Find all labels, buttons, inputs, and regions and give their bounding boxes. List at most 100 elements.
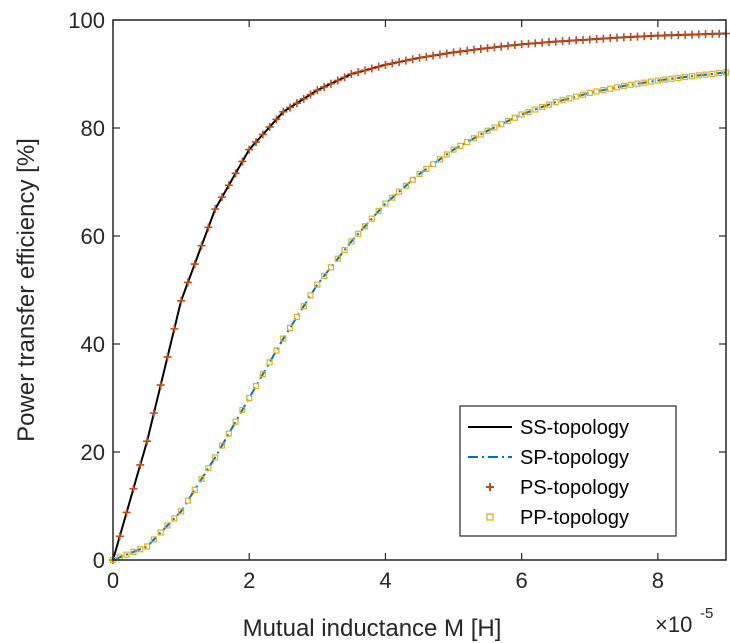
data-point — [361, 66, 370, 75]
data-point — [517, 40, 526, 49]
data-point — [470, 135, 478, 142]
data-point — [388, 59, 397, 68]
data-point — [293, 313, 300, 321]
data-point — [163, 352, 172, 361]
data-point — [217, 193, 226, 202]
data-point — [314, 281, 321, 288]
data-point — [626, 32, 635, 41]
data-point — [661, 76, 668, 83]
data-point — [688, 73, 696, 80]
data-point — [681, 30, 690, 39]
data-point — [184, 497, 192, 504]
data-point — [483, 44, 492, 53]
data-point — [205, 465, 212, 472]
data-point — [375, 208, 382, 215]
data-point — [566, 95, 573, 102]
data-point — [416, 170, 423, 177]
data-point — [668, 75, 675, 82]
data-point — [183, 278, 192, 287]
data-point — [457, 142, 464, 149]
data-point — [578, 35, 587, 44]
data-point — [592, 35, 601, 44]
data-point — [634, 80, 641, 87]
data-point — [572, 36, 581, 45]
data-point — [321, 272, 328, 280]
x-tick-label: 2 — [243, 568, 255, 593]
data-point — [702, 71, 709, 78]
data-point — [395, 188, 403, 195]
data-point — [715, 29, 724, 38]
data-point — [171, 515, 178, 522]
data-point — [599, 34, 608, 43]
data-point — [660, 31, 669, 40]
data-point — [484, 127, 491, 134]
data-point — [137, 546, 144, 553]
legend-entry: PS-topology — [486, 477, 629, 499]
y-tick-label: 80 — [81, 116, 105, 141]
data-point — [443, 151, 450, 158]
data-point — [613, 33, 622, 42]
data-point — [258, 130, 267, 139]
data-point — [122, 508, 131, 517]
data-point — [476, 44, 485, 53]
data-point — [197, 241, 206, 250]
x-axis-label: Mutual inductance M [H] — [243, 615, 502, 642]
data-point — [518, 111, 525, 118]
data-point — [225, 430, 232, 437]
data-point — [368, 215, 375, 222]
data-point — [695, 72, 702, 79]
data-point — [374, 62, 383, 71]
data-point — [259, 371, 266, 378]
x-tick-label: 8 — [652, 568, 664, 593]
data-point — [490, 43, 499, 52]
data-point — [716, 70, 723, 77]
y-tick-label: 0 — [93, 548, 105, 573]
data-point — [694, 30, 703, 39]
y-tick-label: 40 — [81, 332, 105, 357]
data-point — [354, 68, 363, 77]
data-point — [504, 117, 512, 125]
y-tick-label: 100 — [68, 8, 105, 33]
data-point — [177, 296, 186, 305]
data-point — [313, 86, 322, 95]
data-point — [620, 82, 627, 89]
data-point — [674, 31, 683, 40]
data-point — [150, 536, 157, 543]
data-point — [402, 182, 409, 189]
data-point — [436, 156, 444, 163]
data-point — [442, 49, 451, 58]
data-point — [266, 359, 273, 366]
series-sp-topology — [112, 71, 727, 561]
x-tick-label: 0 — [107, 568, 119, 593]
data-point — [190, 260, 199, 269]
data-point — [422, 52, 431, 61]
data-point — [273, 347, 280, 354]
data-point — [272, 115, 281, 124]
data-point — [641, 79, 648, 86]
y-tick-label: 60 — [81, 224, 105, 249]
series-line — [112, 71, 727, 561]
data-point — [143, 437, 152, 446]
data-point — [389, 194, 396, 201]
data-point — [654, 77, 661, 84]
data-point — [395, 58, 404, 67]
data-point — [409, 176, 416, 183]
data-point — [252, 383, 260, 390]
data-point — [619, 33, 628, 42]
series-pp-topology — [109, 69, 730, 564]
data-point — [573, 93, 580, 100]
data-point — [232, 418, 239, 425]
data-point — [129, 484, 138, 493]
data-point — [280, 335, 287, 342]
data-point — [675, 74, 682, 81]
data-point — [456, 47, 465, 56]
data-point — [136, 460, 145, 469]
data-point — [687, 30, 696, 39]
x-exponent-base: ×10 — [655, 612, 692, 637]
data-point — [477, 131, 484, 138]
data-point — [709, 70, 716, 77]
data-point — [551, 37, 560, 46]
data-point — [565, 36, 574, 45]
